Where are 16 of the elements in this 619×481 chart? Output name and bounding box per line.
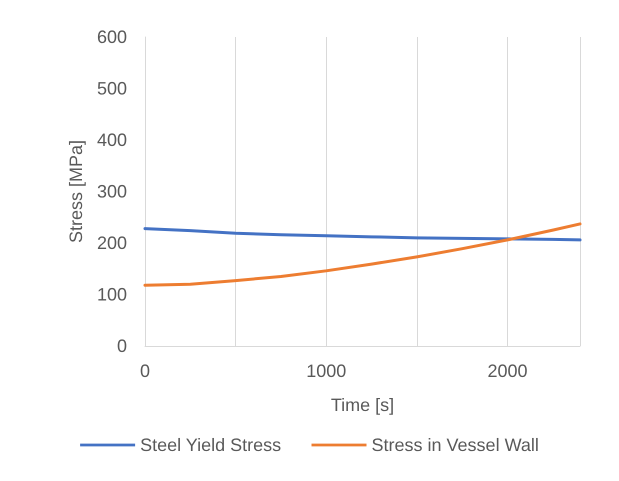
- line-series: [144, 227, 582, 242]
- y-tick-label: 200: [96, 233, 127, 253]
- y-tick-label: 600: [96, 27, 127, 47]
- x-axis-title: Time [s]: [330, 395, 394, 415]
- y-tick-label: 500: [96, 78, 127, 98]
- y-tick-label: 400: [96, 130, 127, 150]
- y-tick-label: 100: [96, 284, 127, 304]
- y-tick-label: 300: [96, 182, 127, 202]
- y-axis-title: Stress [MPa]: [66, 140, 86, 244]
- legend-label: Steel Yield Stress: [140, 435, 282, 455]
- legend-label: Stress in Vessel Wall: [372, 435, 539, 455]
- x-tick-label: 2000: [487, 361, 528, 381]
- x-tick-label: 0: [140, 361, 150, 381]
- x-tick-label: 1000: [306, 361, 346, 381]
- line-series: [144, 222, 582, 287]
- y-tick-label: 0: [116, 336, 127, 356]
